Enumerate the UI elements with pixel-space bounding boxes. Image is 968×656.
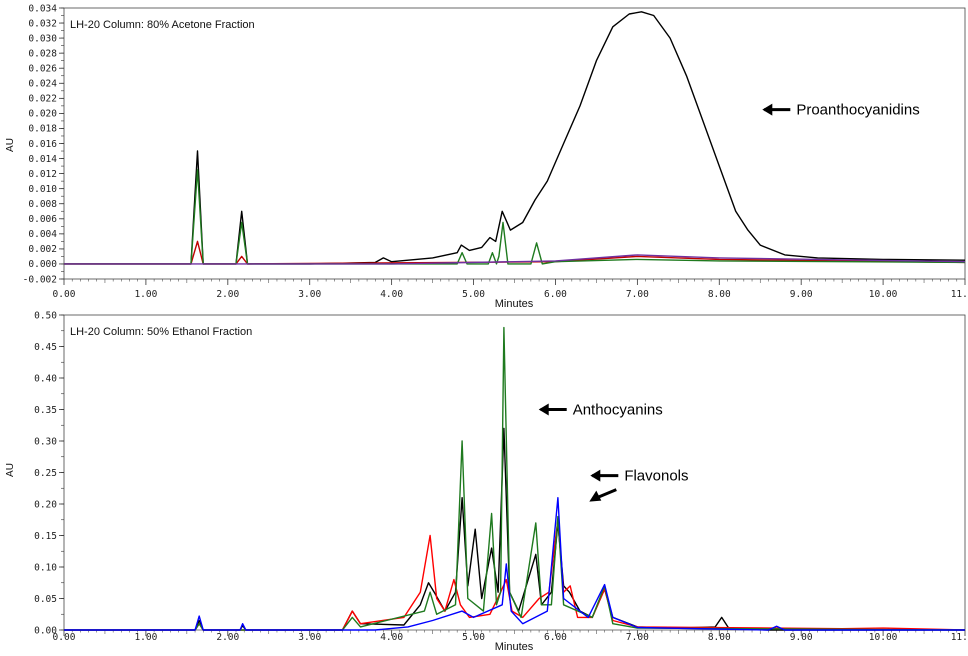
series-line	[64, 240, 966, 265]
annotation-label: Anthocyanins	[573, 402, 663, 419]
x-tick-label: 5.00	[462, 632, 485, 643]
x-tick-label: 6.00	[544, 632, 567, 643]
annotation-arrow-head	[590, 469, 601, 482]
y-tick-label: 0.012	[28, 169, 57, 180]
y-tick-label: 0.15	[34, 531, 57, 542]
y-tick-label: 0.25	[34, 468, 57, 479]
x-axis-label: Minutes	[495, 641, 534, 653]
y-tick-label: 0.006	[28, 214, 57, 225]
y-tick-label: 0.20	[34, 499, 57, 510]
x-tick-label: 7.00	[626, 289, 649, 300]
series-line	[64, 326, 966, 631]
x-tick-label: 0.00	[53, 632, 76, 643]
x-tick-label: 1.00	[134, 289, 157, 300]
x-tick-label: 0.00	[53, 289, 76, 300]
series-line	[64, 11, 966, 265]
plot-frame	[63, 7, 966, 280]
y-tick-label: 0.004	[28, 229, 57, 240]
annotation-arrow-head	[538, 403, 549, 416]
acetone-fraction-panel: LH-20 Column: 80% Acetone Fraction AU Mi…	[5, 3, 968, 310]
x-tick-label: 10.00	[869, 289, 898, 300]
annotation-arrow-head	[762, 103, 773, 116]
y-tick-label: 0.018	[28, 124, 57, 135]
series-line	[64, 519, 966, 631]
plot-frame	[63, 314, 966, 631]
x-tick-label: 4.00	[380, 289, 403, 300]
y-tick-label: 0.05	[34, 594, 57, 605]
annotation-label: Proanthocyanidins	[796, 102, 919, 119]
x-tick-label: 11.00	[951, 289, 968, 300]
y-tick-label: -0.002	[23, 274, 57, 285]
x-tick-label: 1.00	[134, 632, 157, 643]
y-tick-label: 0.002	[28, 244, 57, 255]
y-tick-label: 0.026	[28, 64, 57, 75]
y-tick-label: 0.032	[28, 18, 57, 29]
y-tick-label: 0.030	[28, 33, 57, 44]
y-axis-label: AU	[5, 463, 16, 477]
x-tick-label: 4.00	[380, 632, 403, 643]
series-group	[64, 326, 966, 631]
annotation-label: Flavonols	[624, 468, 688, 485]
x-tick-label: 3.00	[298, 632, 321, 643]
y-tick-label: 0.30	[34, 436, 57, 447]
panel-title: LH-20 Column: 50% Ethanol Fraction	[70, 326, 252, 338]
series-line	[64, 427, 965, 631]
ethanol-fraction-panel: LH-20 Column: 50% Ethanol Fraction AU Mi…	[5, 310, 968, 653]
y-tick-label: 0.016	[28, 139, 57, 150]
series-group	[64, 11, 966, 265]
y-tick-label: 0.028	[28, 48, 57, 59]
y-tick-label: 0.024	[28, 79, 57, 90]
y-tick-label: 0.50	[34, 310, 57, 321]
y-tick-label: 0.034	[28, 3, 57, 14]
y-tick-label: 0.010	[28, 184, 57, 195]
x-tick-label: 9.00	[790, 289, 813, 300]
annotation-group: Anthocyanins Flavonols	[538, 402, 689, 502]
x-tick-label: 2.00	[216, 289, 239, 300]
x-tick-label: 5.00	[462, 289, 485, 300]
axis-ticks: -0.002 0.000 0.002 0.004 0.006 0.008 0.010 0.01…	[23, 3, 968, 300]
y-tick-label: 0.008	[28, 199, 57, 210]
y-tick-label: 0.45	[34, 342, 57, 353]
x-tick-label: 11.00	[951, 632, 968, 643]
x-tick-label: 2.00	[216, 632, 239, 643]
annotation-group: Proanthocyanidins	[762, 102, 920, 119]
y-tick-label: 0.020	[28, 109, 57, 120]
y-tick-label: 0.35	[34, 405, 57, 416]
y-tick-label: 0.022	[28, 94, 57, 105]
x-tick-label: 10.00	[869, 632, 898, 643]
x-tick-label: 3.00	[298, 289, 321, 300]
y-tick-label: 0.00	[34, 625, 57, 636]
axis-ticks: 0.00 0.05 0.10 0.15 0.20 0.25 0.30 0.35 0.40 0.45…	[34, 310, 968, 643]
x-tick-label: 8.00	[708, 289, 731, 300]
x-axis-label: Minutes	[495, 298, 534, 310]
series-line	[64, 254, 966, 265]
y-tick-label: 0.10	[34, 562, 57, 573]
x-tick-label: 8.00	[708, 632, 731, 643]
annotation-arrow-head	[589, 490, 602, 502]
series-line	[64, 497, 965, 631]
y-tick-label: 0.40	[34, 373, 57, 384]
x-tick-label: 9.00	[790, 632, 813, 643]
y-tick-label: 0.000	[28, 259, 57, 270]
x-tick-label: 7.00	[626, 632, 649, 643]
y-tick-label: 0.014	[28, 154, 57, 165]
x-tick-label: 6.00	[544, 289, 567, 300]
y-axis-label: AU	[5, 138, 16, 152]
panel-title: LH-20 Column: 80% Acetone Fraction	[70, 19, 255, 31]
